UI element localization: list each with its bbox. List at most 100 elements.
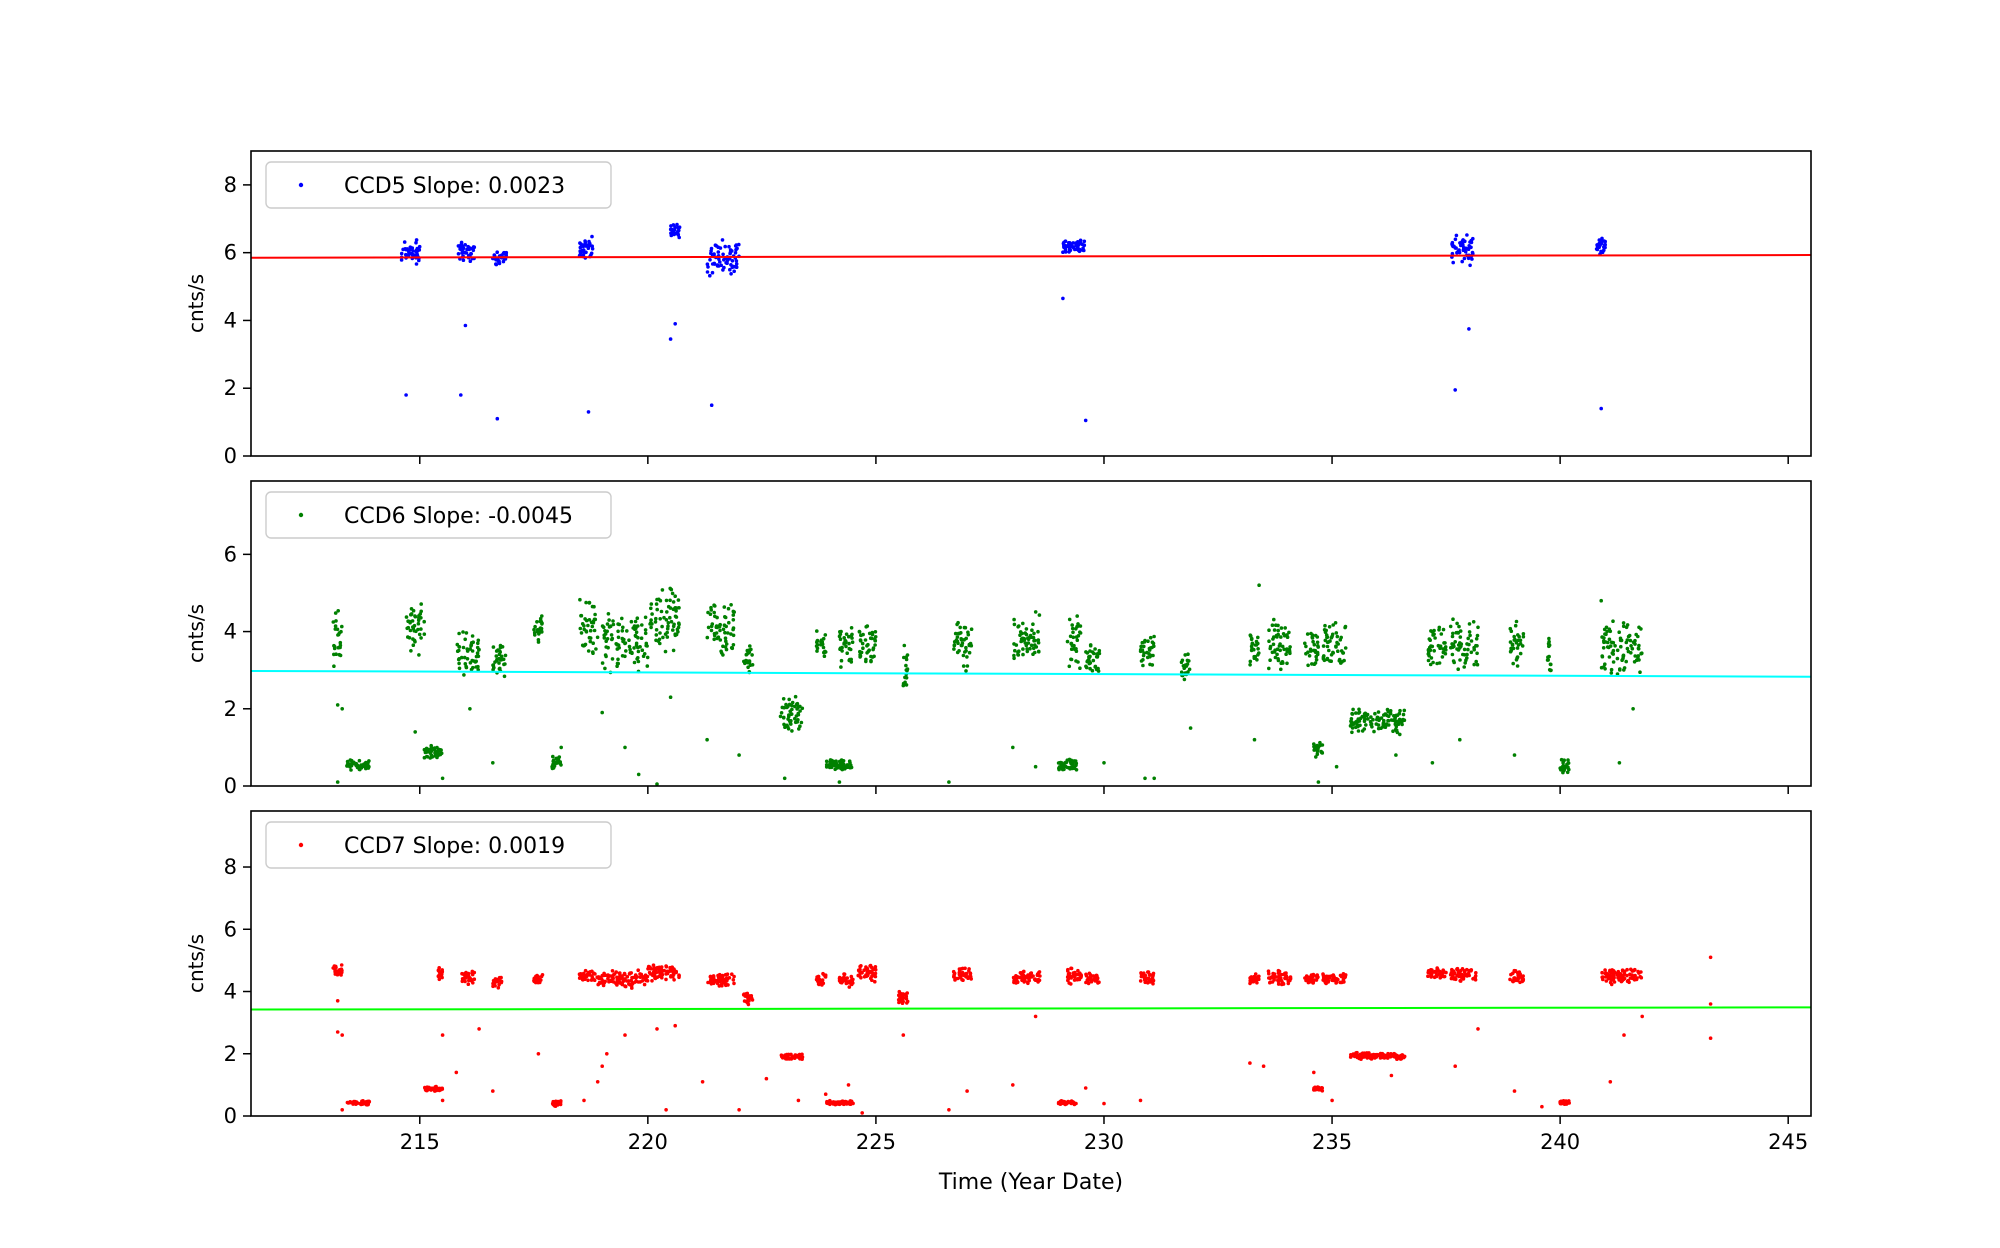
data-point	[461, 645, 466, 650]
y-tick-label: 2	[224, 697, 237, 721]
data-point	[845, 651, 849, 655]
data-point	[951, 969, 956, 974]
data-point	[896, 998, 901, 1002]
data-point	[533, 624, 537, 629]
data-point	[615, 642, 619, 647]
data-point	[1021, 652, 1025, 657]
data-point	[671, 600, 676, 604]
data-point	[1615, 648, 1620, 653]
data-point	[591, 641, 595, 645]
data-point	[1512, 1089, 1517, 1093]
data-point	[1426, 648, 1431, 653]
data-point	[1012, 656, 1016, 661]
data-point	[1074, 627, 1078, 631]
data-point	[474, 654, 479, 659]
data-point	[461, 250, 466, 254]
data-point	[1457, 248, 1461, 252]
data-point	[433, 1085, 438, 1089]
data-point	[1637, 625, 1641, 630]
data-point	[539, 619, 543, 624]
data-point	[1350, 711, 1354, 716]
data-point	[536, 1052, 541, 1056]
data-point	[497, 661, 501, 665]
data-point	[1451, 617, 1455, 621]
data-point	[789, 712, 793, 716]
data-point	[1142, 971, 1146, 975]
data-point	[664, 965, 669, 969]
data-point	[627, 638, 631, 642]
data-point	[1618, 975, 1622, 980]
data-point	[435, 745, 439, 750]
data-point	[663, 649, 668, 654]
data-point	[1439, 972, 1443, 976]
data-point	[1016, 625, 1020, 629]
data-point	[705, 737, 709, 742]
data-point	[819, 640, 823, 644]
data-point	[742, 659, 746, 664]
data-point	[727, 244, 731, 249]
data-point	[1621, 621, 1626, 625]
data-point	[871, 973, 876, 978]
data-point	[1639, 970, 1643, 974]
data-point	[1546, 658, 1550, 662]
data-point	[961, 978, 965, 982]
data-point	[1187, 659, 1191, 663]
data-point	[733, 251, 738, 255]
data-point	[843, 767, 847, 771]
data-point	[611, 622, 616, 627]
fit-line	[251, 254, 1811, 259]
data-point	[968, 971, 973, 975]
data-point	[1465, 642, 1469, 646]
data-point	[795, 718, 800, 723]
data-point	[1031, 652, 1035, 656]
data-point	[1311, 639, 1315, 644]
data-point	[842, 636, 846, 640]
data-point	[1323, 630, 1328, 635]
data-point	[706, 265, 710, 269]
data-point	[650, 979, 654, 983]
data-point	[621, 625, 625, 630]
data-point	[1615, 656, 1620, 661]
data-point	[581, 252, 586, 257]
data-point	[787, 697, 791, 702]
data-point	[643, 631, 648, 636]
data-point	[1272, 628, 1277, 632]
data-point	[858, 649, 862, 654]
data-point	[457, 645, 461, 649]
data-point	[599, 977, 604, 981]
data-point	[1604, 625, 1609, 630]
data-point	[461, 246, 466, 251]
legend-label: CCD7 Slope: 0.0019	[344, 834, 565, 859]
data-point	[1343, 625, 1347, 630]
y-tick-label: 0	[224, 1104, 237, 1128]
data-point	[465, 657, 470, 661]
data-point	[1336, 649, 1340, 653]
data-point	[712, 610, 716, 615]
axes-frame	[250, 150, 1812, 457]
data-point	[700, 1080, 705, 1084]
data-point	[532, 627, 536, 632]
data-point	[1617, 978, 1621, 982]
data-point	[1316, 645, 1320, 649]
data-point	[1076, 634, 1081, 638]
panel-1: 0 2 4 6 8 cnts/s CCD5 Slope: 0.0023	[184, 150, 1812, 468]
data-point	[842, 642, 846, 646]
data-point	[731, 613, 736, 617]
x-tick-label: 215	[400, 1130, 440, 1154]
data-point	[334, 965, 338, 970]
data-point	[584, 630, 589, 634]
data-point	[1469, 650, 1474, 655]
data-point	[491, 984, 495, 989]
data-point	[873, 638, 878, 643]
data-point	[664, 618, 669, 622]
data-point	[1090, 668, 1095, 673]
data-point	[620, 629, 625, 633]
data-point	[668, 598, 672, 603]
data-point	[332, 644, 337, 649]
data-point	[461, 258, 466, 263]
data-point	[904, 996, 909, 1001]
data-point	[363, 1101, 367, 1106]
data-point	[749, 647, 753, 652]
data-point	[345, 759, 350, 764]
data-point	[965, 1089, 969, 1093]
